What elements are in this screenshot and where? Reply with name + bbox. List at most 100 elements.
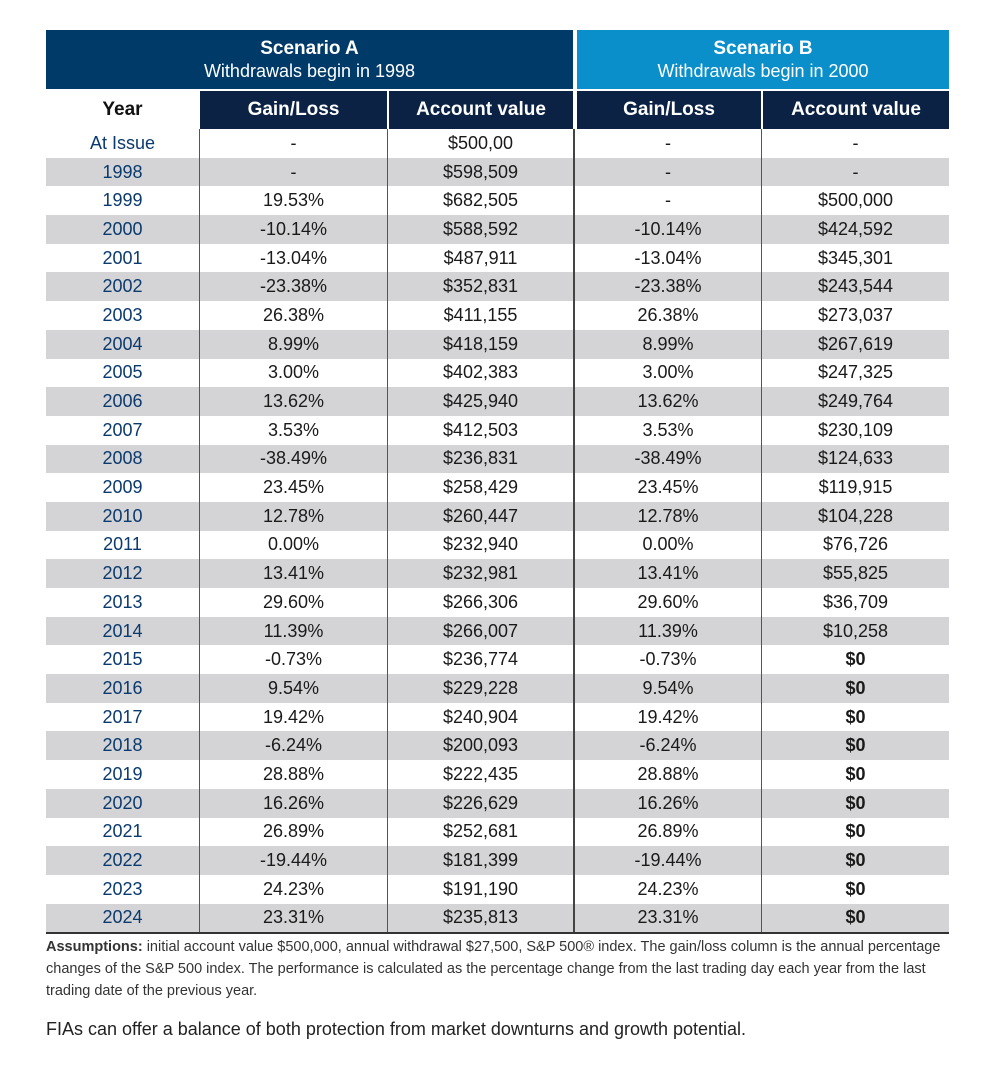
cell-a-account-value: $226,629 <box>387 788 573 818</box>
table-row: 2024 23.31% $235,813 23.31% $0 <box>46 903 949 933</box>
cell-year: 2004 <box>102 333 143 354</box>
cell-year: 2024 <box>102 907 143 928</box>
table-row: 2011 0.00% $232,940 0.00% $76,726 <box>46 530 949 560</box>
cell-year: 2018 <box>102 735 143 756</box>
cell-b-account-value: $119,915 <box>761 473 949 502</box>
cell-b-gain-loss: 11.39% <box>573 616 761 646</box>
column-header-b-account-value: Account value <box>761 91 949 129</box>
cell-b-account-value: $273,037 <box>761 301 949 330</box>
cell-a-account-value: $266,306 <box>387 588 573 617</box>
scenario-a-header: Scenario A Withdrawals begin in 1998 <box>46 30 573 89</box>
cell-a-account-value: $682,505 <box>387 186 573 216</box>
cell-b-account-value: $0 <box>761 817 949 847</box>
cell-a-gain-loss: 23.45% <box>199 473 387 502</box>
cell-a-gain-loss: 19.53% <box>199 186 387 216</box>
cell-a-gain-loss: 29.60% <box>199 588 387 617</box>
cell-a-account-value: $232,981 <box>387 559 573 588</box>
cell-a-account-value: $598,509 <box>387 157 573 187</box>
table-row: 1999 19.53% $682,505- $500,000 <box>46 186 949 216</box>
scenario-b-header: Scenario B Withdrawals begin in 2000 <box>577 30 949 89</box>
cell-b-gain-loss: 26.38% <box>573 301 761 330</box>
table-row: 2005 3.00% $402,383 3.00% $247,325 <box>46 358 949 388</box>
cell-a-gain-loss: -10.14% <box>199 215 387 244</box>
cell-a-account-value: $236,831 <box>387 444 573 474</box>
cell-a-account-value: $425,940 <box>387 387 573 416</box>
cell-b-gain-loss: 13.62% <box>573 387 761 416</box>
table-row: 2023 24.23% $191,190 24.23% $0 <box>46 874 949 904</box>
cell-b-account-value: $0 <box>761 702 949 732</box>
cell-a-gain-loss: -0.73% <box>199 645 387 675</box>
cell-b-gain-loss: 16.26% <box>573 788 761 818</box>
table-row: 2020 16.26% $226,629 16.26% $0 <box>46 788 949 818</box>
cell-a-account-value: $412,503 <box>387 415 573 445</box>
cell-a-gain-loss: 3.00% <box>199 358 387 388</box>
cell-a-account-value: $229,228 <box>387 674 573 703</box>
column-header-a-account-value: Account value <box>387 91 573 129</box>
cell-year: 2000 <box>102 218 143 239</box>
cell-a-gain-loss: 9.54% <box>199 674 387 703</box>
cell-b-gain-loss: 29.60% <box>573 588 761 617</box>
cell-b-account-value: $0 <box>761 874 949 904</box>
table-row: 2004 8.99% $418,159 8.99% $267,619 <box>46 329 949 359</box>
cell-b-gain-loss: -23.38% <box>573 272 761 302</box>
cell-b-gain-loss: 8.99% <box>573 329 761 359</box>
cell-a-account-value: $232,940 <box>387 530 573 560</box>
column-header-year: Year <box>46 91 199 129</box>
cell-b-gain-loss: -10.14% <box>573 215 761 244</box>
cell-b-gain-loss: 3.00% <box>573 358 761 388</box>
cell-year: 2015 <box>102 649 143 670</box>
cell-a-gain-loss: 26.89% <box>199 817 387 847</box>
table-row: 2000 -10.14% $588,592 -10.14% $424,592 <box>46 215 949 244</box>
cell-a-gain-loss: 23.31% <box>199 903 387 933</box>
assumptions-label: Assumptions: <box>46 939 143 955</box>
cell-b-account-value: $249,764 <box>761 387 949 416</box>
table-bottom-rule <box>46 932 949 935</box>
cell-b-account-value: $267,619 <box>761 329 949 359</box>
cell-year: 2002 <box>102 276 143 297</box>
cell-a-gain-loss: -13.04% <box>199 243 387 273</box>
scenario-b-title: Scenario B <box>713 37 813 59</box>
cell-b-account-value: $247,325 <box>761 358 949 388</box>
cell-a-gain-loss: 3.53% <box>199 415 387 445</box>
cell-b-account-value: $0 <box>761 788 949 818</box>
table-row: 2016 9.54% $229,228 9.54% $0 <box>46 674 949 703</box>
cell-b-account-value: $10,258 <box>761 616 949 646</box>
table-row: 2009 23.45% $258,429 23.45% $119,915 <box>46 473 949 502</box>
table-row: 2013 29.60% $266,306 29.60% $36,709 <box>46 588 949 617</box>
cell-b-account-value: $124,633 <box>761 444 949 474</box>
cell-b-gain-loss: 19.42% <box>573 702 761 732</box>
cell-a-account-value: $418,159 <box>387 329 573 359</box>
table-row: 1998- $598,509- - <box>46 157 949 187</box>
cell-a-account-value: $588,592 <box>387 215 573 244</box>
cell-a-gain-loss: -38.49% <box>199 444 387 474</box>
cell-b-account-value: $500,000 <box>761 186 949 216</box>
cell-b-account-value: $0 <box>761 846 949 875</box>
cell-year: 2020 <box>102 792 143 813</box>
column-header-b-gain-loss: Gain/Loss <box>573 91 761 129</box>
cell-b-account-value: $76,726 <box>761 530 949 560</box>
cell-a-gain-loss: -6.24% <box>199 731 387 761</box>
table-row: 2001 -13.04% $487,911 -13.04% $345,301 <box>46 243 949 273</box>
table-body: At Issue - $500,00- -1998- $598,509- -1999 19.… <box>46 129 949 933</box>
cell-b-account-value: $424,592 <box>761 215 949 244</box>
column-header-row: Year Gain/Loss Account value Gain/Loss A… <box>46 91 949 129</box>
cell-b-account-value: $243,544 <box>761 272 949 302</box>
cell-b-gain-loss: -13.04% <box>573 243 761 273</box>
cell-a-gain-loss: 11.39% <box>199 616 387 646</box>
table-row: 2018 -6.24% $200,093 -6.24% $0 <box>46 731 949 761</box>
cell-a-account-value: $252,681 <box>387 817 573 847</box>
cell-a-gain-loss: - <box>199 129 387 158</box>
cell-b-account-value: $0 <box>761 760 949 789</box>
cell-b-account-value: $230,109 <box>761 415 949 445</box>
cell-a-gain-loss: 24.23% <box>199 874 387 904</box>
cell-b-account-value: $0 <box>761 674 949 703</box>
cell-b-gain-loss: - <box>573 186 761 216</box>
cell-year: 2017 <box>102 706 143 727</box>
table-row: 2010 12.78% $260,447 12.78% $104,228 <box>46 501 949 531</box>
cell-b-gain-loss: - <box>573 157 761 187</box>
cell-year: 2003 <box>102 304 143 325</box>
cell-a-gain-loss: 13.62% <box>199 387 387 416</box>
cell-a-gain-loss: -23.38% <box>199 272 387 302</box>
cell-a-gain-loss: 19.42% <box>199 702 387 732</box>
table-row: 2006 13.62% $425,940 13.62% $249,764 <box>46 387 949 416</box>
